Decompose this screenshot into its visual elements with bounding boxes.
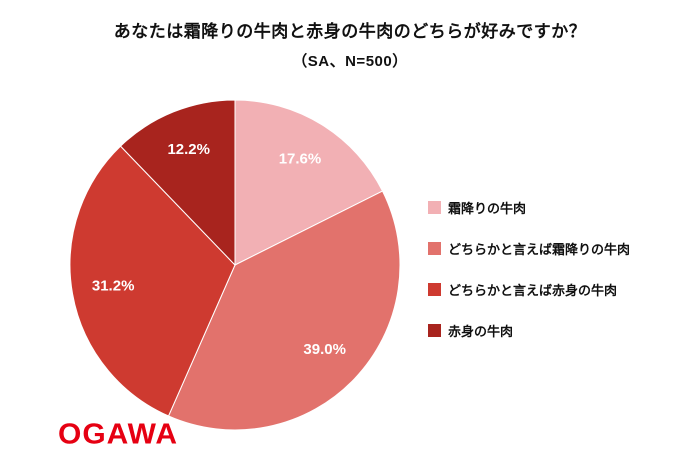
legend-label: 赤身の牛肉 xyxy=(448,324,514,339)
ogawa-logo: OGAWA xyxy=(58,418,179,451)
pie-slice xyxy=(119,99,236,267)
legend-label: どちらかと言えば霜降りの牛肉 xyxy=(448,242,631,257)
pie-slice xyxy=(69,145,236,417)
legend-label: 霜降りの牛肉 xyxy=(448,201,527,216)
pie-slice-label: 12.2% xyxy=(167,141,210,158)
legend-swatch xyxy=(428,324,441,337)
legend-item: どちらかと言えば赤身の牛肉 xyxy=(428,280,630,299)
legend-swatch xyxy=(428,242,441,255)
pie-slice-label: 31.2% xyxy=(92,278,135,295)
pie-slice xyxy=(234,99,384,266)
pie-slice xyxy=(167,190,401,431)
legend: 霜降りの牛肉 どちらかと言えば霜降りの牛肉 どちらかと言えば赤身の牛肉 赤身の牛… xyxy=(428,198,630,340)
pie-slice-label: 39.0% xyxy=(303,341,346,358)
legend-label: どちらかと言えば赤身の牛肉 xyxy=(448,283,618,298)
pie-slice-label: 17.6% xyxy=(279,151,322,168)
legend-item: 赤身の牛肉 xyxy=(428,321,630,340)
legend-item: どちらかと言えば霜降りの牛肉 xyxy=(428,239,630,258)
chart-subtitle: （SA、N=500） xyxy=(292,53,408,70)
chart-title: あなたは霜降りの牛肉と赤身の牛肉のどちらが好みですか？ xyxy=(113,22,587,41)
legend-item: 霜降りの牛肉 xyxy=(428,198,630,217)
legend-swatch xyxy=(428,283,441,296)
legend-swatch xyxy=(428,201,441,214)
